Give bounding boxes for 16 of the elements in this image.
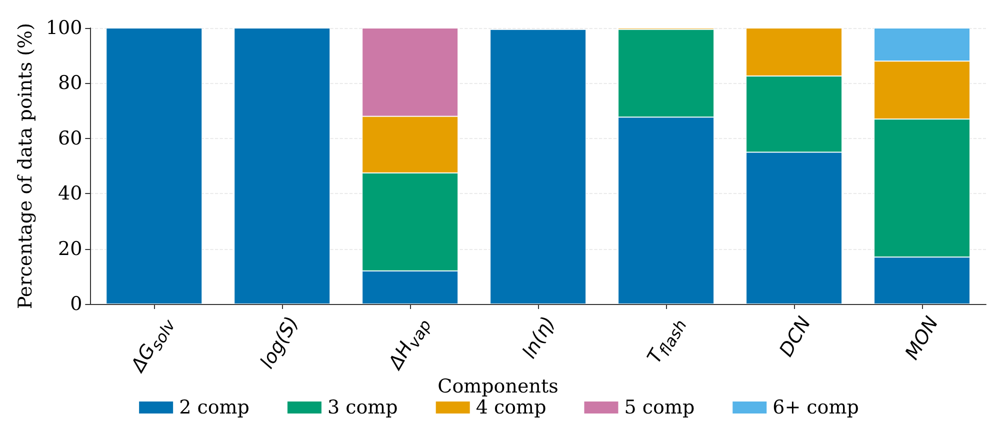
y-tick-label: 80 [58, 72, 82, 94]
y-tick-label: 40 [58, 182, 82, 205]
y-tick-label: 20 [58, 238, 82, 260]
bar [234, 28, 330, 304]
legend-title: Components [438, 376, 558, 398]
y-tick-label: 0 [70, 293, 82, 315]
y-tick-label: 60 [58, 127, 82, 150]
legend-label: 6+ comp [772, 396, 859, 418]
legend-label: 5 comp [624, 396, 695, 418]
legend-label: 2 comp [179, 396, 250, 418]
bar [490, 29, 586, 304]
legend-label: 4 comp [476, 396, 546, 418]
legend-label: 3 comp [327, 396, 398, 418]
y-axis-title: Percentage of data points (%) [14, 22, 36, 310]
y-tick-label: 100 [46, 17, 82, 39]
bar [106, 28, 202, 304]
